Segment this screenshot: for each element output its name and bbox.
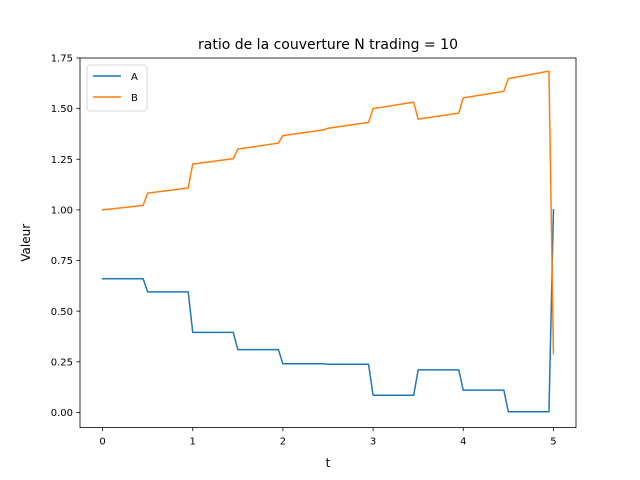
y-tick-label: 0.25 xyxy=(51,357,73,368)
series-line-A xyxy=(101,209,555,413)
plot-area xyxy=(79,57,577,429)
x-tick-label: 5 xyxy=(550,437,556,448)
y-tick-label: 1.00 xyxy=(51,205,73,216)
y-tick-label: 1.50 xyxy=(51,104,73,115)
y-tick-label: 0.75 xyxy=(51,256,73,267)
series-layer xyxy=(101,70,555,413)
series-line-B xyxy=(101,70,555,355)
y-tick-label: 0.50 xyxy=(51,307,73,318)
x-tick-label: 3 xyxy=(370,437,376,448)
y-tick-label: 1.25 xyxy=(51,155,73,166)
y-tick-label: 1.75 xyxy=(51,54,73,65)
y-axis-ticks: 0.00 0.25 0.50 0.75 1.00 1.25 1.50 1.75 xyxy=(51,54,80,419)
axes-frame xyxy=(79,57,577,429)
legend-label: B xyxy=(131,93,138,104)
x-axis-ticks: 0 1 2 3 4 5 xyxy=(99,427,557,448)
x-tick-label: 0 xyxy=(99,437,105,448)
y-axis-label: Valeur xyxy=(19,224,33,262)
x-tick-label: 1 xyxy=(190,437,196,448)
legend-label: A xyxy=(131,72,138,83)
chart-title: ratio de la couverture N trading = 10 xyxy=(198,37,458,53)
x-tick-label: 4 xyxy=(460,437,466,448)
x-tick-label: 2 xyxy=(280,437,286,448)
x-axis-label: t xyxy=(326,456,331,470)
y-tick-label: 0.00 xyxy=(51,408,73,419)
legend-frame xyxy=(86,64,148,112)
legend: AB xyxy=(86,64,148,112)
